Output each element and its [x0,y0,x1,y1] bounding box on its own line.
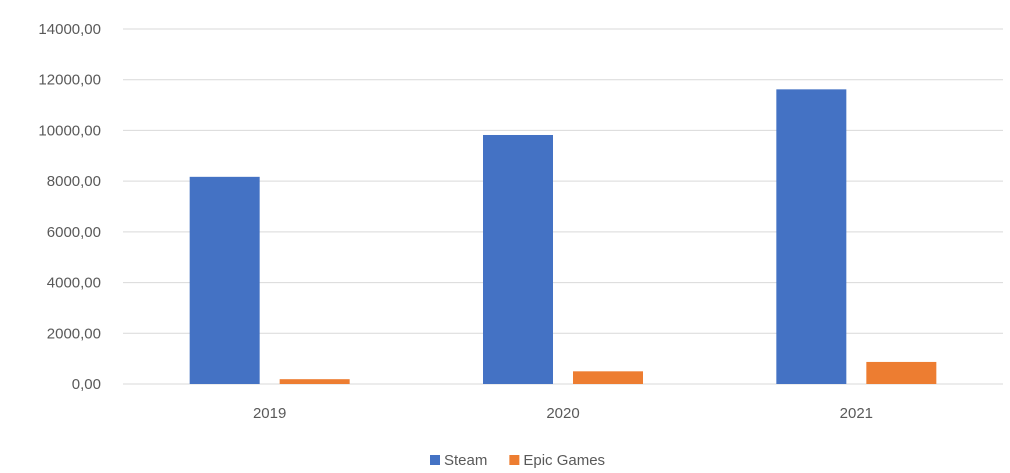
y-tick-label: 4000,00 [47,275,101,292]
legend: Steam Epic Games [430,452,605,469]
y-axis-tick-labels: 0,00 2000,00 4000,00 6000,00 8000,00 10000,00… [38,21,101,393]
y-tick-label: 0,00 [72,376,101,393]
y-tick-label: 6000,00 [47,224,101,241]
bars [189,89,937,384]
bar-steam-2021 [776,89,847,384]
y-tick-label: 8000,00 [47,173,101,190]
legend-label: Steam [444,452,487,469]
x-tick-label: 2020 [546,405,579,422]
legend-swatch-epic-games [509,455,520,465]
x-axis-tick-labels: 2019 2020 2021 [253,405,873,422]
bar-epic-games-2020 [573,371,643,384]
legend-swatch-steam [430,455,440,465]
y-tick-label: 10000,00 [38,122,101,139]
y-tick-label: 2000,00 [47,325,101,342]
y-tick-label: 14000,00 [38,21,101,38]
bar-steam-2020 [483,134,553,384]
x-tick-label: 2021 [840,405,873,422]
bar-steam-2019 [189,176,260,384]
y-tick-label: 12000,00 [38,72,101,89]
x-tick-label: 2019 [253,405,286,422]
bar-epic-games-2019 [279,379,350,384]
legend-label: Epic Games [523,452,605,469]
bar-epic-games-2021 [866,361,937,384]
gridlines [123,28,1003,385]
